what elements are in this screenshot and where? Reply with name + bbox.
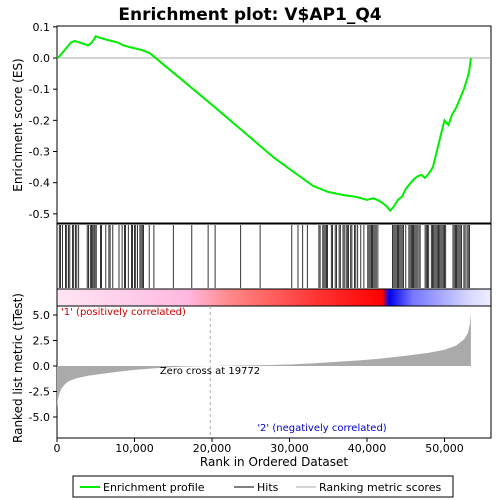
metric-y-tick-label: 5.0 — [33, 309, 51, 322]
metric-y-tick-label: 2.5 — [33, 335, 51, 348]
es-y-tick-label: 0.1 — [33, 21, 51, 34]
hits-panel — [56, 223, 492, 290]
es-y-axis-ticks: 0.1 0.0 -0.1 -0.2 -0.3 -0.4 -0.5 — [29, 21, 57, 221]
x-tick-label: 0 — [54, 442, 61, 455]
es-panel-frame — [56, 25, 492, 224]
es-y-tick-label: 0.0 — [33, 52, 51, 65]
x-tick-label: 20,000 — [193, 442, 232, 455]
metric-y-tick-label: -5.0 — [29, 411, 50, 424]
x-tick-label: 40,000 — [348, 442, 387, 455]
legend-metric-label: Ranking metric scores — [319, 481, 441, 494]
positive-class-label: '1' (positively correlated) — [61, 307, 186, 318]
zero-cross-label: Zero cross at 19772 — [160, 366, 260, 377]
legend: Enrichment profile Hits Ranking metric s… — [72, 475, 454, 498]
ranking-metric-area — [57, 311, 471, 409]
x-axis-label: Rank in Ordered Dataset — [200, 455, 348, 469]
legend-enrichment-label: Enrichment profile — [103, 481, 205, 494]
es-curve — [56, 34, 472, 213]
negative-class-label: '2' (negatively correlated) — [257, 423, 386, 434]
metric-panel: Zero cross at 19772 '1' (positively corr… — [11, 293, 492, 469]
es-y-tick-label: -0.4 — [29, 177, 50, 190]
metric-y-tick-label: -2.5 — [29, 386, 50, 399]
x-tick-label: 10,000 — [115, 442, 154, 455]
es-y-tick-label: -0.3 — [29, 146, 50, 159]
metric-panel-frame — [56, 305, 492, 439]
es-y-tick-label: -0.1 — [29, 83, 50, 96]
rank-band-gradient — [56, 288, 492, 307]
es-y-tick-label: -0.5 — [29, 208, 50, 221]
metric-x-axis-ticks: 0 10,000 20,000 30,000 40,000 50,000 — [54, 438, 464, 455]
x-tick-label: 50,000 — [425, 442, 464, 455]
es-y-tick-label: -0.2 — [29, 114, 50, 127]
hit-lines — [58, 225, 470, 288]
metric-y-tick-label: 0.0 — [33, 360, 51, 373]
metric-y-axis-label: Ranked list metric (tTest) — [11, 293, 25, 443]
chart-title: Enrichment plot: V$AP1_Q4 — [118, 5, 381, 25]
rank-color-band — [56, 288, 492, 307]
es-panel: 0.1 0.0 -0.1 -0.2 -0.3 -0.4 -0.5 Enrichment sc… — [11, 21, 492, 224]
legend-hits-label: Hits — [257, 481, 279, 494]
metric-y-axis-ticks: 5.0 2.5 0.0 -2.5 -5.0 — [29, 309, 57, 424]
es-y-axis-label: Enrichment score (ES) — [11, 58, 25, 191]
x-tick-label: 30,000 — [270, 442, 309, 455]
legend-box — [72, 475, 454, 498]
